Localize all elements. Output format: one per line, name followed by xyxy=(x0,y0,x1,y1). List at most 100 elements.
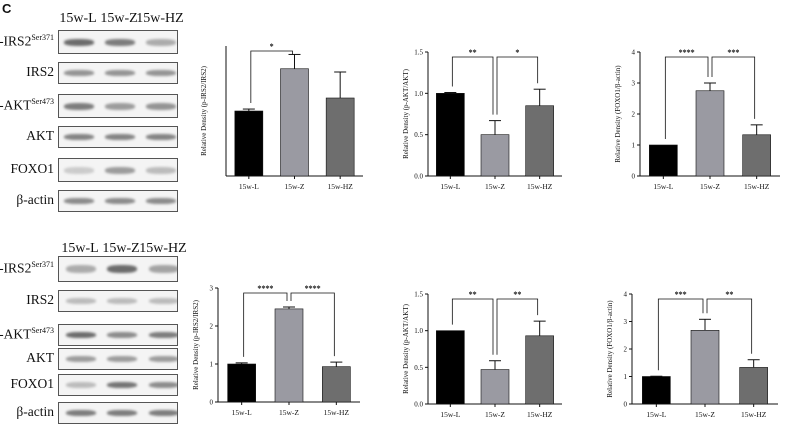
blot-strip xyxy=(58,256,178,282)
lane-labels: 15w-L 15w-Z 15w-HZ xyxy=(58,11,178,29)
protein-band xyxy=(105,134,135,140)
bar-chart-p-irs2-bottom: Relative Density (p-IRS2/IRS2)012315w-L 1… xyxy=(184,284,369,424)
protein-name: FOXO1 xyxy=(10,161,54,176)
protein-band xyxy=(149,265,178,273)
significance-label: ** xyxy=(513,290,521,299)
y-tick-label: 3 xyxy=(624,318,628,326)
y-tick-label: 0 xyxy=(632,173,636,181)
western-blot-top: 15w-L 15w-Z 15w-HZ p-IRS2Ser371 IRS2 p-AKT… xyxy=(58,0,178,216)
protein-band xyxy=(64,134,94,140)
bar xyxy=(740,367,768,404)
blot-row: AKT xyxy=(58,126,178,148)
y-tick-label: 1.0 xyxy=(414,90,423,98)
significance-label: **** xyxy=(679,48,695,57)
y-axis-label: Relative Density (p-AKT/AKT) xyxy=(402,68,410,158)
bar xyxy=(436,331,464,404)
blot-row: IRS2 xyxy=(58,62,178,84)
blot-row-label: IRS2 xyxy=(26,292,54,308)
y-tick-label: 2 xyxy=(632,111,636,119)
protein-band xyxy=(107,410,137,416)
y-tick-label: 1 xyxy=(632,142,636,150)
blot-row-label: AKT xyxy=(26,128,54,144)
y-tick-label: 2 xyxy=(210,323,214,331)
blot-row: p-AKTSer473 xyxy=(58,324,178,346)
phospho-site: Ser371 xyxy=(31,260,54,269)
x-tick-label: 15w-Z xyxy=(485,182,505,191)
protein-band xyxy=(105,167,135,174)
protein-name: FOXO1 xyxy=(10,376,54,391)
protein-band xyxy=(146,134,176,140)
protein-band xyxy=(146,70,176,76)
blot-row: FOXO1 xyxy=(58,374,178,396)
significance-label: ** xyxy=(725,290,733,299)
bar xyxy=(642,377,670,405)
blot-row-label: β-actin xyxy=(16,404,54,420)
blot-strip xyxy=(58,290,178,312)
protein-band xyxy=(149,382,178,388)
protein-band xyxy=(149,410,178,416)
blot-strip xyxy=(58,158,178,182)
bar xyxy=(275,309,303,402)
protein-band xyxy=(64,70,94,76)
protein-band xyxy=(66,382,96,388)
y-tick-label: 4 xyxy=(624,291,628,299)
x-tick-label: 15w-L xyxy=(440,182,460,191)
significance-label: *** xyxy=(727,48,739,57)
protein-name: p-AKT xyxy=(0,98,31,113)
y-axis-label: Relative Density (FOXO1/β-actin) xyxy=(606,300,614,398)
protein-name: IRS2 xyxy=(26,64,54,79)
protein-band xyxy=(149,332,178,338)
x-tick-label: 15w-HZ xyxy=(527,410,553,419)
significance-label: * xyxy=(515,48,519,57)
blot-row-label: FOXO1 xyxy=(10,376,54,392)
blot-strip xyxy=(58,30,178,54)
blot-row-label: IRS2 xyxy=(26,64,54,80)
blot-row: AKT xyxy=(58,348,178,370)
protein-band xyxy=(107,382,137,388)
blot-strip xyxy=(58,374,178,396)
protein-name: p-AKT xyxy=(0,327,31,342)
phospho-site: Ser473 xyxy=(31,97,54,106)
bar xyxy=(481,370,509,404)
y-tick-label: 0.0 xyxy=(414,401,423,409)
y-tick-label: 1.5 xyxy=(414,291,423,299)
y-tick-label: 0 xyxy=(210,399,214,407)
bar xyxy=(691,330,719,404)
protein-band xyxy=(64,39,94,46)
x-tick-label: 15w-Z xyxy=(700,182,720,191)
y-axis-label: Relative Density (p-IRS2/IRS2) xyxy=(192,299,200,389)
protein-band xyxy=(64,198,94,204)
y-tick-label: 0.5 xyxy=(414,131,423,139)
y-tick-label: 0 xyxy=(624,401,628,409)
bar xyxy=(743,135,771,176)
protein-band xyxy=(146,39,176,46)
blot-row: p-IRS2Ser371 xyxy=(58,30,178,54)
protein-name: AKT xyxy=(26,350,54,365)
bar xyxy=(322,367,350,402)
protein-band xyxy=(149,356,178,362)
protein-band xyxy=(107,265,137,273)
blot-row: β-actin xyxy=(58,190,178,212)
protein-band xyxy=(66,410,96,416)
protein-band xyxy=(66,265,96,273)
blot-row: β-actin xyxy=(58,402,178,424)
protein-band xyxy=(149,298,178,304)
x-tick-label: 15w-HZ xyxy=(744,182,770,191)
y-tick-label: 4 xyxy=(632,49,636,57)
bar xyxy=(235,111,263,176)
protein-band xyxy=(105,103,135,110)
y-tick-label: 2 xyxy=(624,346,628,354)
significance-label: *** xyxy=(675,290,687,299)
significance-label: * xyxy=(270,42,274,51)
bar-chart-foxo1-bottom: Relative Density (FOXO1/β-actin)0123415w… xyxy=(592,290,788,424)
x-tick-label: 15w-Z xyxy=(485,410,505,419)
blot-strip xyxy=(58,62,178,84)
protein-band xyxy=(105,70,135,76)
blot-row: FOXO1 xyxy=(58,158,178,182)
blot-strip xyxy=(58,402,178,424)
y-tick-label: 1.5 xyxy=(414,49,423,57)
protein-name: p-IRS2 xyxy=(0,261,31,276)
bar-chart-p-akt-bottom: Relative Density (p-AKT/AKT) 0.0 0.5 1.0 1.5… xyxy=(392,290,572,424)
x-tick-label: 15w-L xyxy=(440,410,460,419)
y-axis-label: Relative Density (p-AKT/AKT) xyxy=(402,303,410,393)
